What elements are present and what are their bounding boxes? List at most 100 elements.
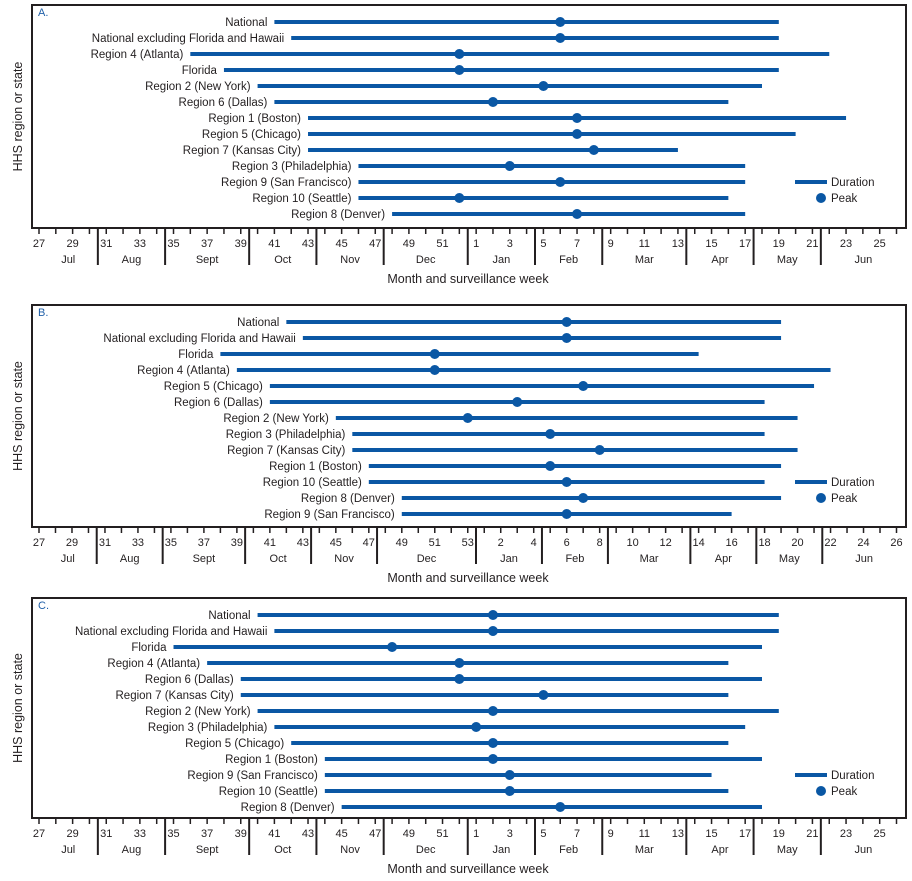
- month-label: Mar: [640, 553, 659, 565]
- week-tick-label: 43: [297, 537, 309, 549]
- month-label: Jan: [500, 553, 518, 565]
- week-tick-label: 3: [507, 238, 513, 250]
- week-tick-label: 12: [660, 537, 672, 549]
- week-tick-label: 22: [824, 537, 836, 549]
- row-label: Region 9 (San Francisco): [187, 770, 318, 782]
- month-label: Aug: [122, 844, 142, 856]
- week-tick-label: 31: [99, 537, 111, 549]
- month-label: Sept: [193, 553, 216, 565]
- peak-marker: [572, 209, 583, 219]
- week-tick-label: 49: [396, 537, 408, 549]
- month-label: Apr: [711, 844, 728, 856]
- week-tick-label: 29: [66, 537, 78, 549]
- week-tick-label: 6: [564, 537, 570, 549]
- row-label: Region 5 (Chicago): [202, 129, 301, 141]
- month-label: Sept: [196, 254, 219, 266]
- week-tick-label: 15: [705, 828, 717, 840]
- week-tick-label: 27: [33, 828, 45, 840]
- week-tick-label: 9: [608, 828, 614, 840]
- week-tick-label: 41: [264, 537, 276, 549]
- month-label: Nov: [340, 254, 360, 266]
- week-tick-label: 15: [705, 238, 717, 250]
- month-label: Nov: [340, 844, 360, 856]
- row-label: National: [208, 610, 250, 622]
- month-label: Nov: [334, 553, 354, 565]
- month-label: Jul: [61, 553, 75, 565]
- legend-peak-label: Peak: [831, 493, 857, 505]
- week-tick-label: 45: [330, 537, 342, 549]
- month-label: Jun: [855, 553, 873, 565]
- week-tick-label: 37: [198, 537, 210, 549]
- week-tick-label: 5: [540, 238, 546, 250]
- row-label: Region 10 (Seattle): [252, 193, 351, 205]
- peak-marker: [429, 365, 440, 375]
- row-label: Region 6 (Dallas): [179, 97, 268, 109]
- month-label: Jan: [493, 844, 511, 856]
- row-label: Region 8 (Denver): [291, 209, 385, 221]
- legend-duration-label: Duration: [831, 177, 874, 189]
- week-tick-label: 10: [627, 537, 639, 549]
- row-label: Region 3 (Philadelphia): [148, 722, 268, 734]
- y-axis-title: HHS region or state: [11, 361, 25, 471]
- row-label: Region 1 (Boston): [269, 461, 362, 473]
- peak-marker: [538, 81, 549, 91]
- week-tick-label: 2: [498, 537, 504, 549]
- month-label: Mar: [635, 844, 654, 856]
- month-label: Oct: [274, 254, 291, 266]
- row-label: Region 4 (Atlanta): [137, 365, 230, 377]
- week-tick-label: 35: [167, 828, 179, 840]
- peak-marker: [462, 413, 473, 423]
- legend-duration-label: Duration: [831, 477, 874, 489]
- week-tick-label: 17: [739, 238, 751, 250]
- peak-marker: [504, 770, 515, 780]
- plot-frame: [31, 4, 907, 229]
- row-label: Region 3 (Philadelphia): [232, 161, 352, 173]
- peak-marker: [561, 509, 572, 519]
- month-label: Dec: [416, 844, 436, 856]
- week-tick-label: 51: [436, 828, 448, 840]
- week-tick-label: 37: [201, 238, 213, 250]
- week-tick-label: 13: [672, 828, 684, 840]
- peak-marker: [487, 754, 498, 764]
- peak-marker: [487, 738, 498, 748]
- row-label: Region 10 (Seattle): [263, 477, 362, 489]
- peak-marker: [538, 690, 549, 700]
- week-tick-label: 3: [507, 828, 513, 840]
- panel-label: A.: [38, 7, 48, 19]
- row-label: Florida: [131, 642, 167, 654]
- row-label: Region 2 (New York): [145, 706, 251, 718]
- x-axis-title: Month and surveillance week: [387, 272, 549, 286]
- month-label: Apr: [711, 254, 728, 266]
- row-label: Region 7 (Kansas City): [116, 690, 234, 702]
- week-tick-label: 49: [403, 828, 415, 840]
- row-label: Region 7 (Kansas City): [227, 445, 345, 457]
- week-tick-label: 33: [134, 238, 146, 250]
- week-tick-label: 51: [429, 537, 441, 549]
- week-tick-label: 25: [874, 238, 886, 250]
- week-tick-label: 19: [773, 828, 785, 840]
- week-tick-label: 29: [67, 828, 79, 840]
- week-tick-label: 45: [336, 238, 348, 250]
- month-label: May: [777, 254, 798, 266]
- row-label: Region 5 (Chicago): [164, 381, 263, 393]
- peak-marker: [555, 17, 566, 27]
- week-tick-label: 26: [890, 537, 902, 549]
- week-tick-label: 31: [100, 238, 112, 250]
- week-tick-label: 49: [403, 238, 415, 250]
- week-tick-label: 11: [639, 238, 650, 250]
- peak-marker: [545, 429, 556, 439]
- peak-marker: [454, 658, 465, 668]
- week-tick-label: 5: [540, 828, 546, 840]
- peak-marker: [588, 145, 599, 155]
- week-tick-label: 18: [758, 537, 770, 549]
- peak-marker: [561, 333, 572, 343]
- plot-frame: [31, 597, 907, 819]
- week-tick-label: 11: [639, 828, 650, 840]
- month-label: May: [779, 553, 800, 565]
- month-label: Jan: [493, 254, 511, 266]
- peak-marker: [471, 722, 482, 732]
- row-label: National excluding Florida and Hawaii: [75, 626, 267, 638]
- week-tick-label: 19: [773, 238, 785, 250]
- week-tick-label: 1: [473, 238, 479, 250]
